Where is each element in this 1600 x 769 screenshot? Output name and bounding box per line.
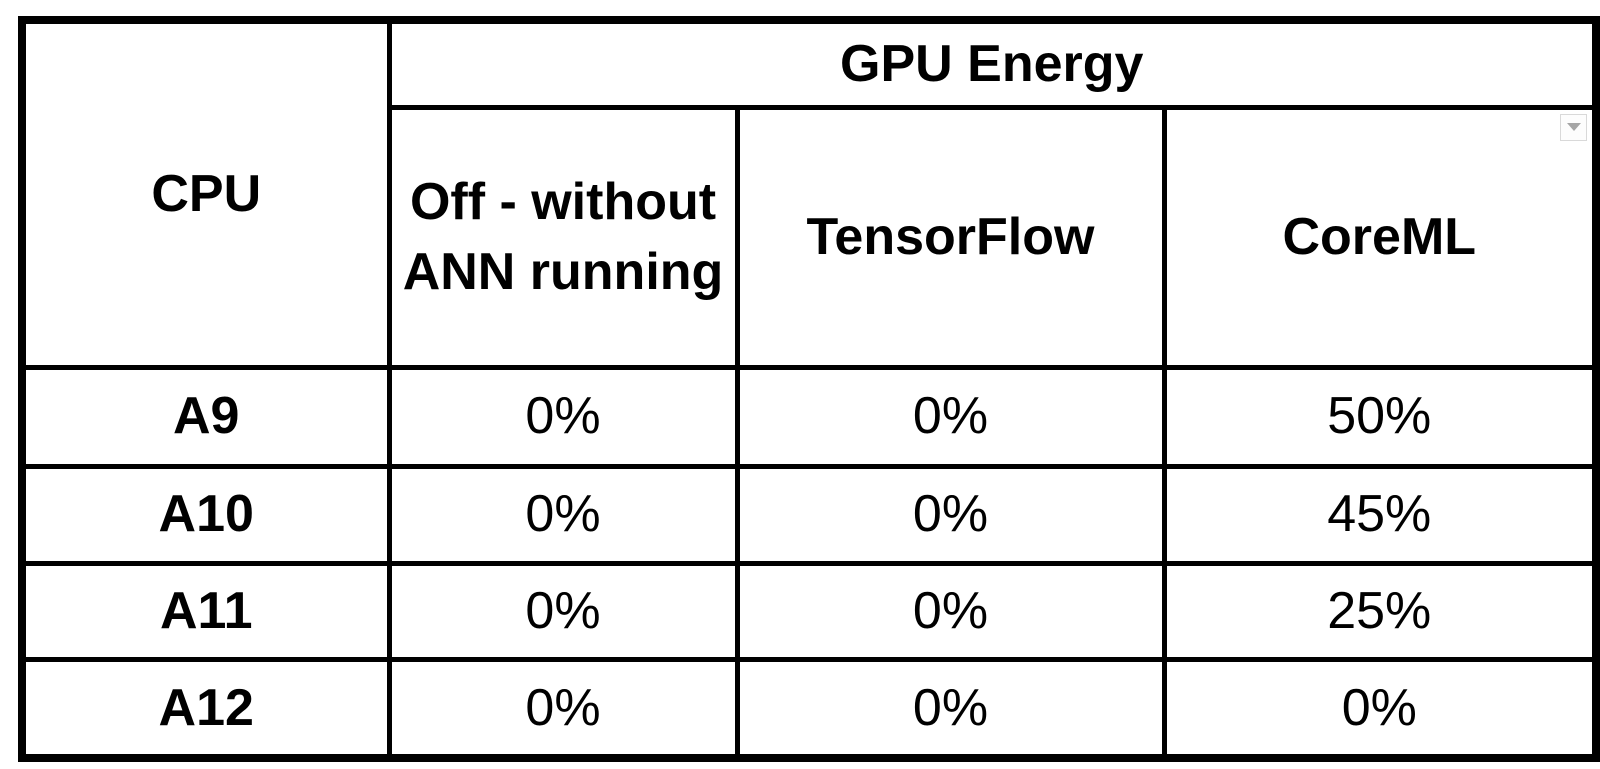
cell-a9-off: 0% — [386, 364, 740, 469]
header-coreml: CoreML — [1161, 104, 1599, 370]
caret-down-icon — [1566, 123, 1581, 131]
gpu-energy-table: CPU GPU Energy Off - without ANN running… — [18, 16, 1600, 762]
cell-a12-off: 0% — [386, 656, 740, 761]
header-off-without-ann: Off - without ANN running — [386, 104, 740, 370]
header-cpu: CPU — [19, 17, 392, 370]
table-row: A10 0% 0% 45% — [19, 463, 1599, 566]
cell-a11-coreml: 25% — [1161, 560, 1599, 662]
cell-a10-tensorflow: 0% — [734, 463, 1167, 566]
row-label-a12: A12 — [19, 656, 392, 761]
header-off-without-ann-label: Off - without ANN running — [402, 172, 724, 301]
row-label-a9: A9 — [19, 364, 392, 469]
cell-a12-tensorflow: 0% — [734, 656, 1167, 761]
table-row: A9 0% 0% 50% — [19, 364, 1599, 469]
cell-a9-coreml: 50% — [1161, 364, 1599, 469]
cell-a11-off: 0% — [386, 560, 740, 662]
row-label-a11: A11 — [19, 560, 392, 662]
cell-a9-tensorflow: 0% — [734, 364, 1167, 469]
row-label-a10: A10 — [19, 463, 392, 566]
cell-a11-tensorflow: 0% — [734, 560, 1167, 662]
header-coreml-label: CoreML — [1282, 207, 1477, 266]
dropdown-button[interactable] — [1560, 113, 1588, 141]
cell-a10-off: 0% — [386, 463, 740, 566]
header-tensorflow: TensorFlow — [734, 104, 1167, 370]
table-row: A11 0% 0% 25% — [19, 560, 1599, 662]
cell-a10-coreml: 45% — [1161, 463, 1599, 566]
table-row-group-header: CPU GPU Energy — [19, 17, 1599, 370]
header-gpu-energy: GPU Energy — [386, 17, 1599, 110]
table-row-sub-header: Off - without ANN running TensorFlow Cor… — [22, 104, 1599, 370]
header-tensorflow-label: TensorFlow — [806, 207, 1095, 266]
cell-a12-coreml: 0% — [1161, 656, 1599, 761]
table-row: A12 0% 0% 0% — [19, 656, 1599, 761]
